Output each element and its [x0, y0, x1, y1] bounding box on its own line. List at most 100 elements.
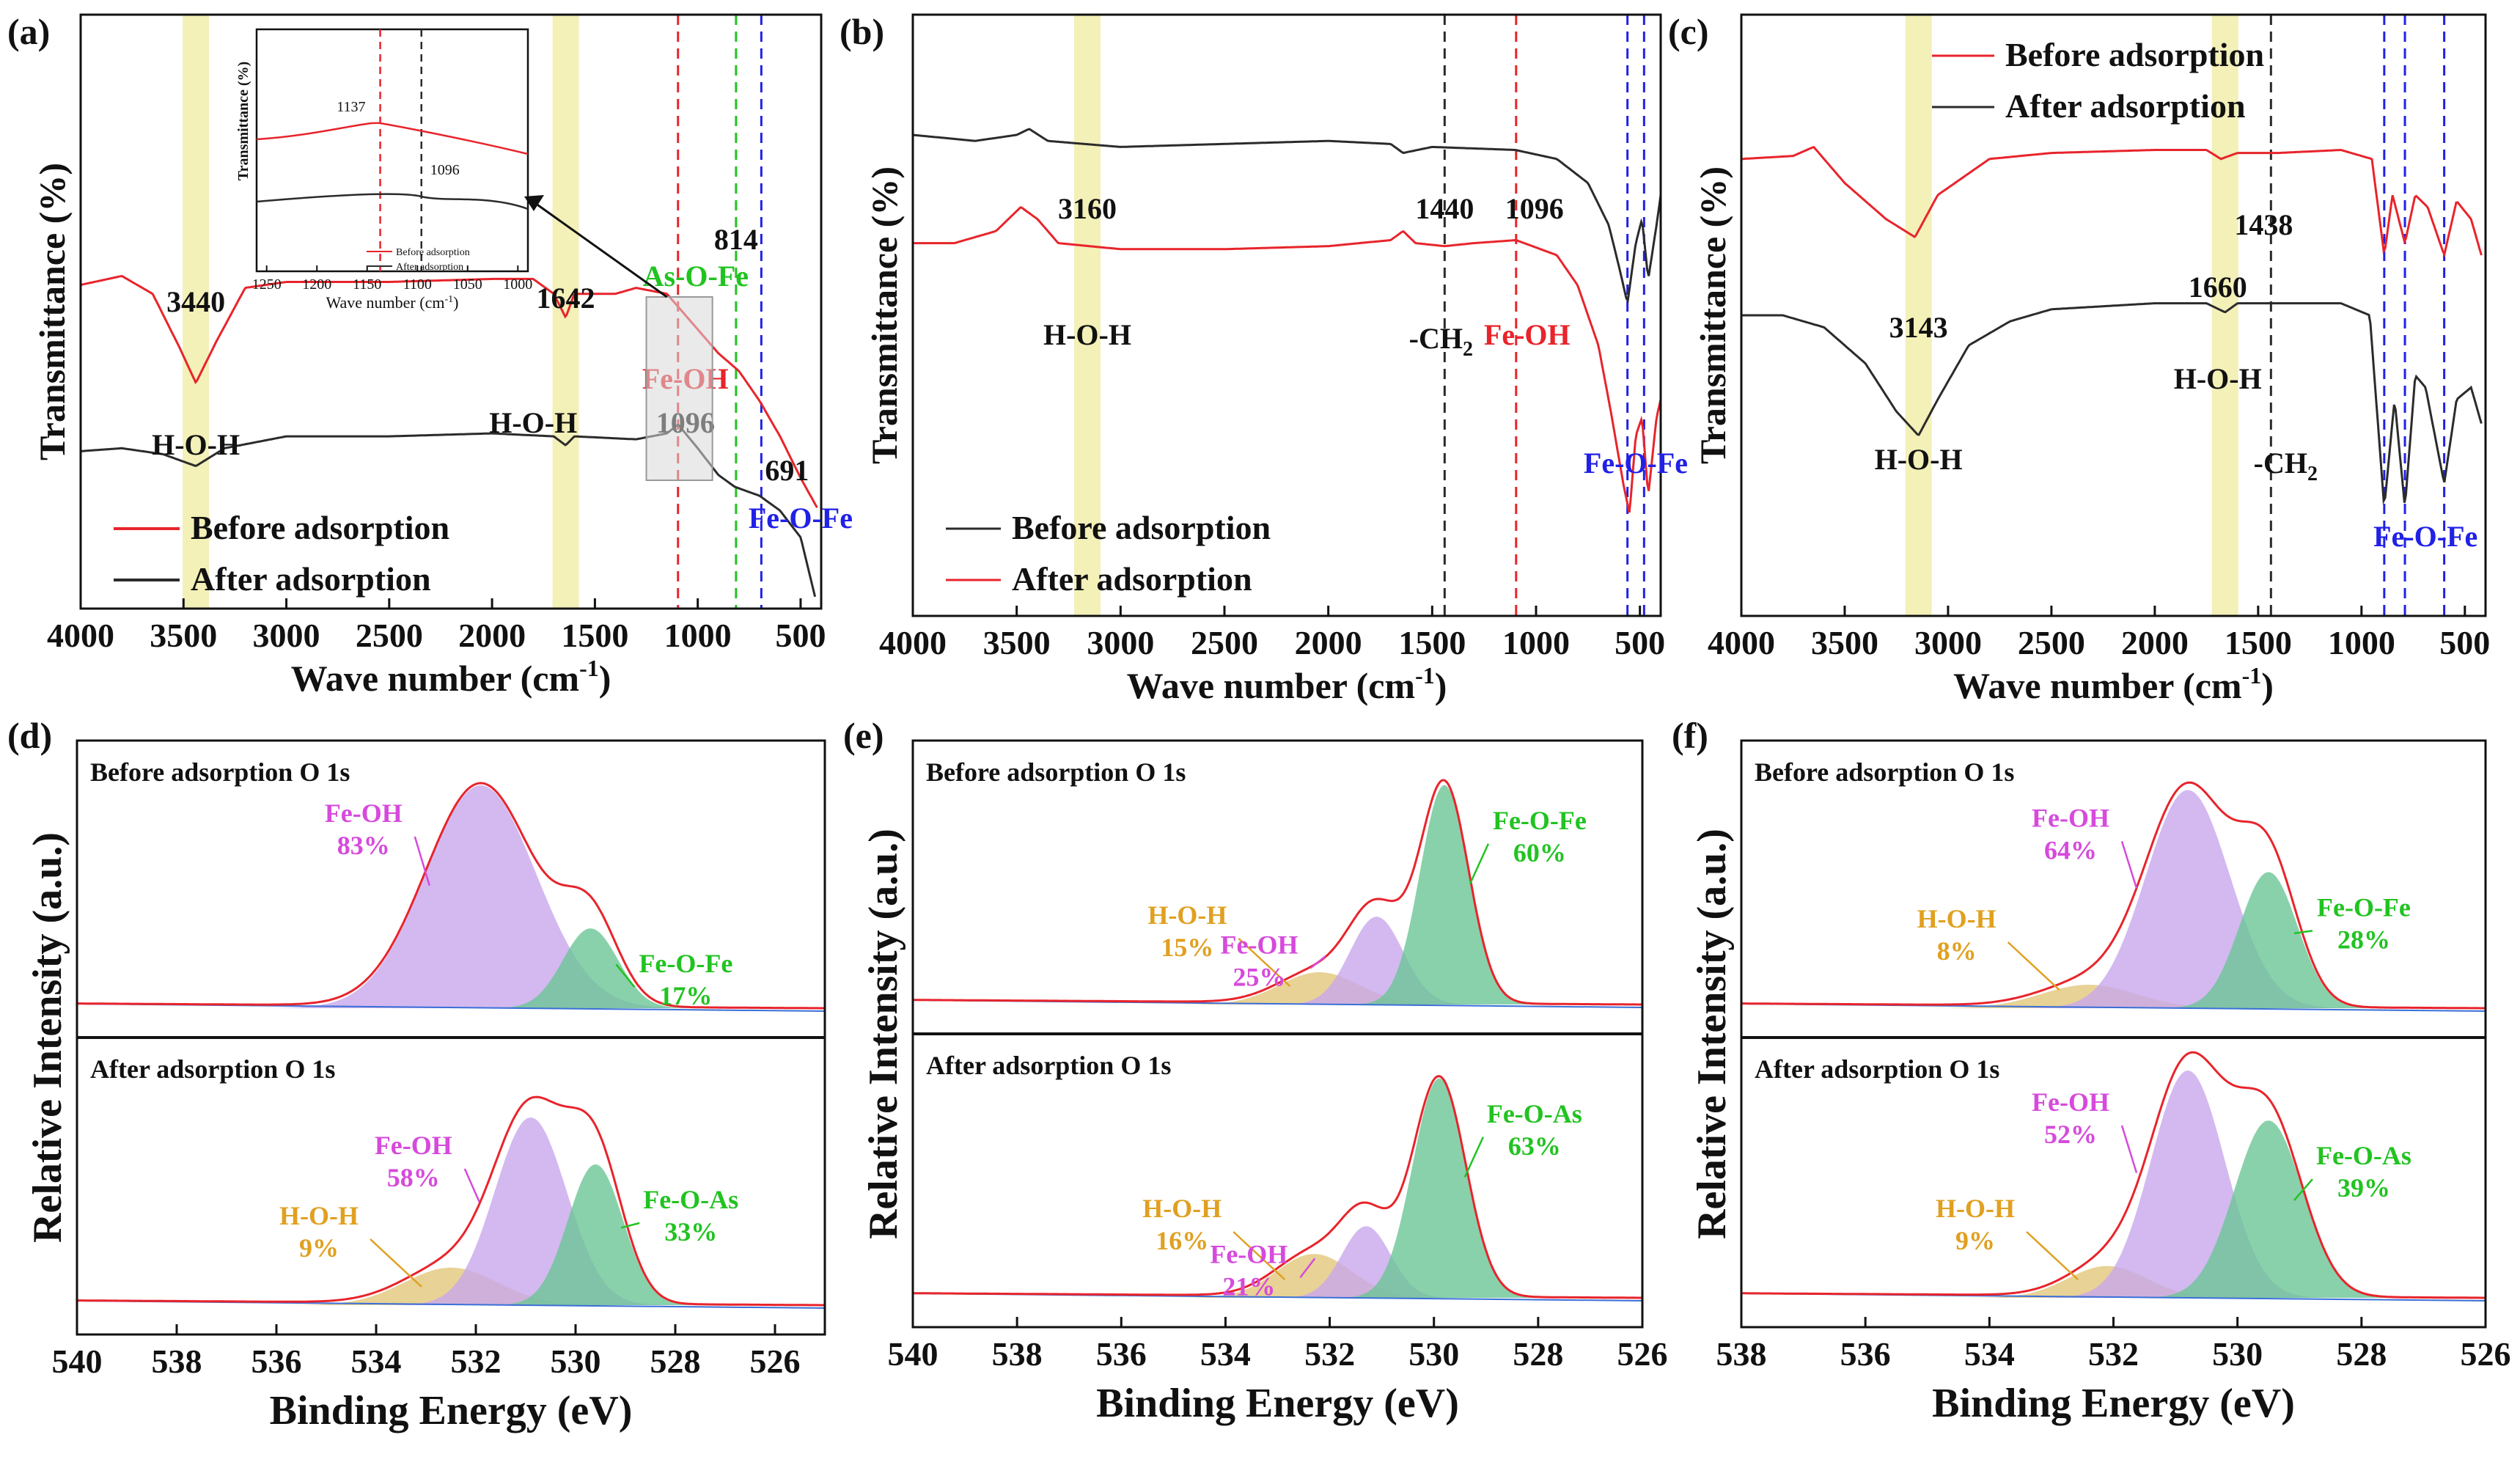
plot-frame: [911, 13, 1662, 617]
peak-label: H-O-H: [1142, 1194, 1222, 1223]
x-tick-label: 534: [1964, 1335, 2015, 1373]
x-tick-label: 1500: [561, 617, 628, 654]
envelope-line: [77, 782, 825, 1010]
inset-y-title: Transmittance (%): [235, 62, 251, 180]
inset: 1137 1096 Transmittance (%) 1250 1200 1150 110…: [235, 28, 532, 312]
envelope-line: [1741, 781, 2486, 1010]
series-line-after-adsorption: [1741, 302, 2483, 505]
x-tick-label: 532: [2088, 1335, 2139, 1373]
x-tick-label: 500: [775, 617, 826, 654]
assign-label-asofe: As-O-Fe: [643, 260, 749, 293]
inset-peak-1096: 1096: [430, 162, 460, 178]
peak-percent: 17%: [659, 981, 712, 1010]
subplot-title: Before adsorption O 1s: [1755, 757, 2014, 787]
x-axis-title-end: ): [599, 658, 611, 699]
x-tick-label: 536: [1096, 1335, 1147, 1373]
y-axis-title: Relative Intensity (a.u.): [861, 829, 906, 1239]
assign-label-ch2-sub: 2: [2307, 463, 2318, 485]
x-axis-title-end: ): [1435, 665, 1447, 706]
peak-label-3143: 3143: [1889, 311, 1948, 344]
peak-arrow: [2026, 1231, 2079, 1280]
peak-arrow: [1463, 1137, 1484, 1178]
band-3143: [1905, 15, 1932, 616]
panel-label: (c): [1668, 11, 1709, 52]
peak-fill-fe-o-fe: [913, 785, 1642, 1005]
peak-arrow: [1299, 1257, 1316, 1279]
series-line-after-adsorption: [913, 206, 1662, 513]
highlight-box: [645, 296, 713, 481]
panel-label: (b): [840, 11, 884, 52]
panel-label: (a): [7, 11, 50, 52]
inset-frame: [255, 28, 529, 273]
x-tick-label: 536: [1840, 1335, 1891, 1373]
band-3160: [1074, 15, 1101, 616]
peak-label: Fe-O-As: [2316, 1141, 2411, 1170]
x-tick-label: 1000: [1502, 624, 1570, 661]
peak-percent: 33%: [664, 1217, 717, 1246]
peak-label-691: 691: [765, 454, 809, 487]
x-tick-label: 526: [750, 1343, 801, 1380]
plot-frame: [1740, 13, 2487, 617]
inset-legend-label: After adsorption: [396, 262, 463, 273]
inset-x-tick-label: 1100: [403, 276, 432, 293]
envelope-line: [1741, 1051, 2486, 1299]
peak-percent: 63%: [1508, 1131, 1561, 1161]
inset-x-tick-label: 1150: [353, 276, 381, 293]
inset-x-title-end: ): [453, 293, 458, 312]
assign-label-hoh: H-O-H: [489, 406, 577, 439]
assign-label-feofe: Fe-O-Fe: [1584, 447, 1688, 480]
y-axis-title: Transmittance (%): [32, 163, 73, 460]
x-tick-label: 500: [2439, 624, 2490, 661]
peak-label: Fe-OH: [1221, 930, 1298, 959]
peak-label-1440: 1440: [1415, 192, 1474, 225]
x-tick-label: 3500: [983, 624, 1051, 661]
x-tick-label: 540: [52, 1343, 103, 1380]
inset-x-title: Wave number (cm-1): [326, 293, 459, 312]
inset-x-tick-label: 1200: [302, 276, 331, 293]
peak-percent: 52%: [2044, 1120, 2097, 1149]
peak-label: H-O-H: [1917, 904, 1996, 933]
x-tick-label: 528: [1513, 1335, 1563, 1373]
peak-label-1438: 1438: [2234, 208, 2293, 241]
assign-label-ch2-main: -CH: [1409, 322, 1463, 355]
x-axis-title: Wave number (cm-1): [1953, 662, 2274, 706]
x-tick-label: 530: [2212, 1335, 2263, 1373]
x-tick-label: 2000: [458, 617, 526, 654]
x-tick-label: 4000: [1708, 624, 1775, 661]
peak-percent: 25%: [1233, 962, 1286, 991]
panel-a: 4000 3500 3000 2500 2000 1500 1000 500 Wave numb…: [7, 11, 853, 699]
x-axis-title: Wave number (cm-1): [291, 655, 611, 699]
peak-label: Fe-O-As: [643, 1185, 738, 1214]
peak-percent: 58%: [387, 1163, 440, 1192]
peak-percent: 28%: [2337, 925, 2390, 954]
band-1642: [552, 15, 579, 609]
x-axis-title: Binding Energy (eV): [1932, 1381, 2295, 1426]
assign-label-hoh: H-O-H: [1875, 443, 1963, 476]
x-tick-label: 2500: [356, 617, 423, 654]
assign-label-hoh: H-O-H: [2174, 362, 2262, 395]
x-tick-label: 4000: [47, 617, 114, 654]
legend-label: After adsorption: [191, 560, 431, 598]
peak-label: H-O-H: [1936, 1194, 2015, 1223]
peak-arrow: [2007, 941, 2060, 991]
x-axis-title-sup: -1: [579, 655, 599, 681]
x-tick-label: 500: [1615, 624, 1665, 661]
peak-percent: 39%: [2337, 1173, 2390, 1203]
x-tick-label: 1000: [2328, 624, 2395, 661]
peak-label: Fe-O-Fe: [2317, 892, 2411, 922]
legend-label: Before adsorption: [2005, 36, 2264, 73]
peak-arrow: [2293, 930, 2313, 935]
peak-label: H-O-H: [279, 1201, 359, 1230]
panel-c: 4000 3500 3000 2500 2000 1500 1000 500 Wave numb…: [1668, 11, 2490, 706]
subplot-title: After adsorption O 1s: [90, 1054, 335, 1084]
plot-frame: [1740, 739, 2487, 1329]
peak-percent: 83%: [337, 831, 390, 860]
x-tick-label: 1000: [664, 617, 732, 654]
inset-x-title-sup: -1: [444, 294, 453, 305]
x-tick-label: 538: [992, 1335, 1043, 1373]
legend-label: Before adsorption: [1012, 509, 1271, 546]
peak-label: Fe-OH: [2032, 803, 2109, 832]
band-3440: [183, 15, 210, 609]
envelope-line: [913, 1075, 1642, 1299]
